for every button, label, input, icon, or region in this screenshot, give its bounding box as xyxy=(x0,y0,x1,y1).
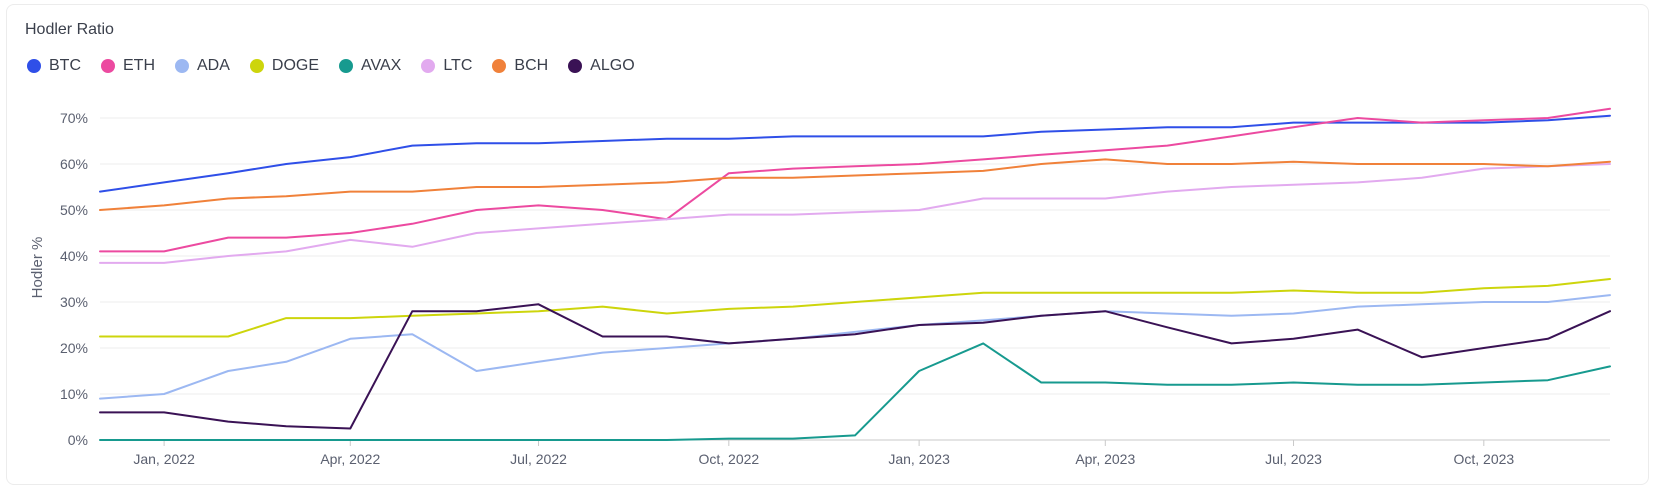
series-line-btc xyxy=(99,114,1611,193)
x-tick-label: Jul, 2022 xyxy=(510,451,567,467)
x-tick-label: Jan, 2022 xyxy=(133,451,195,467)
legend-label: ADA xyxy=(197,57,230,74)
y-tick-label: 60% xyxy=(60,156,88,172)
legend-swatch xyxy=(175,59,189,73)
x-tick-label: Jan, 2023 xyxy=(888,451,950,467)
legend-item-algo[interactable]: ALGO xyxy=(568,57,635,75)
legend-item-bch[interactable]: BCH xyxy=(492,57,548,75)
legend-label: BCH xyxy=(514,57,549,74)
legend-label: ALGO xyxy=(590,57,635,74)
legend-swatch xyxy=(101,59,115,73)
legend: BTC ETH ADA DOGE AVAX LTC BCH ALGO xyxy=(27,57,635,75)
legend-label: LTC xyxy=(443,57,473,74)
series-line-avax xyxy=(99,342,1611,441)
series-line-bch xyxy=(99,158,1611,211)
legend-swatch xyxy=(492,59,507,73)
legend-item-eth[interactable]: ETH xyxy=(101,57,155,75)
legend-label: AVAX xyxy=(361,57,402,74)
y-tick-label: 50% xyxy=(60,202,88,218)
legend-item-avax[interactable]: AVAX xyxy=(339,57,401,75)
y-tick-label: 40% xyxy=(60,248,88,264)
series-line-doge xyxy=(99,278,1611,338)
legend-item-ada[interactable]: ADA xyxy=(175,57,230,75)
series-line-ltc xyxy=(99,163,1611,264)
legend-swatch xyxy=(249,59,264,73)
legend-item-btc[interactable]: BTC xyxy=(27,57,81,75)
series-line-algo xyxy=(99,303,1611,430)
series-line-ada xyxy=(99,294,1611,400)
y-tick-label: 30% xyxy=(60,294,88,310)
legend-item-doge[interactable]: DOGE xyxy=(249,57,320,75)
x-tick-label: Apr, 2022 xyxy=(320,451,380,467)
legend-swatch xyxy=(27,59,41,73)
y-tick-label: 10% xyxy=(60,386,88,402)
legend-swatch xyxy=(421,59,436,73)
legend-label: DOGE xyxy=(271,57,320,74)
series-line-eth xyxy=(99,107,1611,253)
legend-label: ETH xyxy=(123,57,155,74)
legend-label: BTC xyxy=(49,57,81,74)
y-axis-label: Hodler % xyxy=(29,237,46,299)
legend-swatch xyxy=(568,59,583,73)
chart-card: Hodler Ratio BTC ETH ADA DOGE AVAX LTC BCH ALGO xyxy=(6,4,1649,485)
legend-swatch xyxy=(339,59,354,73)
y-tick-label: 0% xyxy=(68,432,88,448)
x-tick-label: Oct, 2022 xyxy=(698,451,759,467)
chart-title: Hodler Ratio xyxy=(25,21,114,38)
x-tick-label: Oct, 2023 xyxy=(1453,451,1514,467)
y-tick-label: 70% xyxy=(60,110,88,126)
x-tick-label: Jul, 2023 xyxy=(1265,451,1322,467)
y-tick-label: 20% xyxy=(60,340,88,356)
legend-item-ltc[interactable]: LTC xyxy=(421,57,472,75)
x-tick-label: Apr, 2023 xyxy=(1075,451,1135,467)
